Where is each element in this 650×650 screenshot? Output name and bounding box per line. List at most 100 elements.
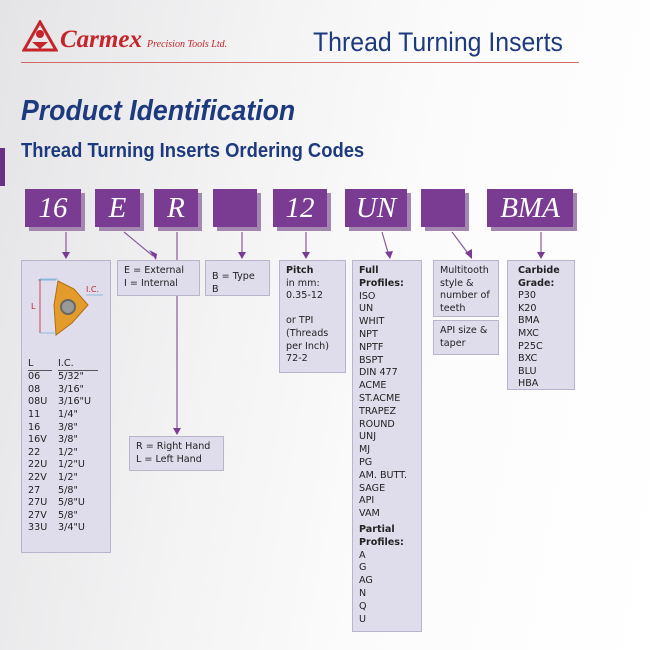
size-L-cell: 27U bbox=[28, 497, 48, 509]
pitch-line: per Inch) bbox=[286, 340, 329, 352]
pitch-line: or TPI bbox=[286, 315, 314, 327]
pitch-line: (Threads bbox=[286, 327, 329, 339]
size-L-cell: 22U bbox=[28, 459, 48, 471]
diagram-L-label: L bbox=[31, 302, 36, 311]
size-IC-cell: 5/8"U bbox=[58, 497, 85, 509]
code-pitch: 12 bbox=[273, 189, 327, 227]
grade-item: BXC bbox=[518, 353, 538, 365]
type-internal: I = Internal bbox=[124, 277, 178, 289]
type-box: E = External I = Internal bbox=[117, 260, 200, 296]
grade-item: P25C bbox=[518, 340, 543, 352]
full-profile-item: ROUND bbox=[359, 418, 395, 430]
partial-profile-item: N bbox=[359, 587, 367, 599]
size-L-cell: 22 bbox=[28, 446, 41, 458]
full-profile-item: NPT bbox=[359, 328, 378, 340]
full-profile-item: VAM bbox=[359, 508, 380, 520]
grade-title: Carbide Grade: bbox=[518, 265, 560, 289]
partial-profile-item: A bbox=[359, 549, 366, 561]
header-divider bbox=[21, 62, 579, 63]
full-profile-item: PG bbox=[359, 456, 373, 468]
size-table: L I.C. 06 5/32" 08 3/16" 08U 3/16"U 11 1/4" 16 3/… bbox=[28, 358, 104, 535]
code-grade: BMA bbox=[487, 189, 573, 227]
size-IC-cell: 1/2" bbox=[58, 471, 78, 483]
grade-item: HBA bbox=[518, 378, 539, 390]
multitooth-box: Multitooth style & number of teeth bbox=[433, 260, 499, 317]
col-IC-header: I.C. bbox=[58, 358, 98, 372]
grade-item: P30 bbox=[518, 290, 536, 302]
code-size: 16 bbox=[25, 189, 81, 227]
full-profile-item: ST.ACME bbox=[359, 392, 401, 404]
profile-box: Full Profiles: ISO UN WHIT NPT NPTF BSPT DIN 4… bbox=[352, 260, 422, 632]
col-L-header: L bbox=[28, 358, 52, 372]
size-IC-cell: 5/8" bbox=[58, 509, 78, 521]
size-IC-cell: 3/16"U bbox=[58, 396, 91, 408]
grade-item: BMA bbox=[518, 315, 540, 327]
full-profile-item: SAGE bbox=[359, 482, 386, 494]
grade-item: MXC bbox=[518, 327, 539, 339]
arrow-type bbox=[123, 231, 154, 257]
size-IC-cell: 3/8" bbox=[58, 421, 78, 433]
full-profile-item: UNJ bbox=[359, 431, 377, 443]
size-L-cell: 16V bbox=[28, 434, 47, 446]
size-IC-cell: 3/4"U bbox=[58, 522, 85, 534]
side-accent-bar bbox=[0, 148, 5, 186]
pitch-title: Pitch bbox=[286, 265, 314, 276]
code-hand: R bbox=[154, 189, 198, 227]
full-profile-item: MJ bbox=[359, 444, 371, 456]
hand-left: L = Left Hand bbox=[136, 453, 202, 465]
size-IC-cell: 5/32" bbox=[58, 371, 84, 383]
size-IC-cell: 5/8" bbox=[58, 484, 78, 496]
code-type: E bbox=[95, 189, 140, 227]
full-profile-item: TRAPEZ bbox=[359, 405, 397, 417]
partial-profiles-title: Partial Profiles: bbox=[359, 523, 404, 548]
pitch-line bbox=[286, 303, 339, 316]
pitch-line: 72-2 bbox=[286, 353, 308, 365]
api-box: API size & taper bbox=[433, 320, 499, 355]
full-profiles-title: Full Profiles: bbox=[359, 265, 404, 289]
partial-profile-item: Q bbox=[359, 600, 367, 612]
full-profile-item: ACME bbox=[359, 380, 387, 392]
full-profile-item: WHIT bbox=[359, 316, 385, 328]
brand-name: Carmex bbox=[60, 26, 142, 53]
size-IC-cell: 1/2"U bbox=[58, 459, 85, 471]
size-L-cell: 06 bbox=[28, 371, 41, 383]
size-IC-cell: 3/8" bbox=[58, 434, 78, 446]
type-external: E = External bbox=[124, 265, 185, 276]
full-profile-item: DIN 477 bbox=[359, 367, 398, 379]
size-L-cell: 22V bbox=[28, 471, 47, 483]
carmex-logo-icon bbox=[22, 20, 58, 52]
full-profile-item: API bbox=[359, 495, 375, 507]
full-profile-item: UN bbox=[359, 303, 374, 315]
grade-item: BLU bbox=[518, 365, 537, 377]
partial-profile-item: U bbox=[359, 613, 367, 625]
size-L-cell: 08 bbox=[28, 383, 41, 395]
partial-profile-item: G bbox=[359, 562, 367, 574]
grade-item: K20 bbox=[518, 302, 537, 314]
code-profile: UN bbox=[345, 189, 407, 227]
full-profile-item: AM. BUTT. bbox=[359, 469, 408, 481]
code-typeb bbox=[213, 189, 257, 227]
size-L-cell: 08U bbox=[28, 396, 48, 408]
brand-subtitle: Precision Tools Ltd. bbox=[147, 39, 228, 50]
code-multitooth bbox=[421, 189, 465, 227]
size-L-cell: 27V bbox=[28, 509, 47, 521]
size-box: L I.C. L I.C. 06 5/32" 08 3/16" 08U 3/16"U 11 1… bbox=[21, 260, 111, 553]
insert-diagram-icon: L I.C. bbox=[31, 265, 103, 345]
size-IC-cell: 3/16" bbox=[58, 383, 84, 395]
full-profile-item: NPTF bbox=[359, 341, 384, 353]
typeb-box: B = Type B bbox=[205, 260, 270, 296]
page-subtitle: Thread Turning Inserts Ordering Codes bbox=[21, 140, 365, 162]
size-L-cell: 16 bbox=[28, 421, 41, 433]
full-profile-item: ISO bbox=[359, 290, 376, 302]
grade-box: Carbide Grade: P30 K20 BMA MXC P25C BXC BLU HBA bbox=[507, 260, 575, 390]
pitch-line: in mm: bbox=[286, 277, 320, 289]
pitch-box: Pitch in mm: 0.35-12 or TPI (Threads per Inc… bbox=[279, 260, 346, 373]
hand-box: R = Right Hand L = Left Hand bbox=[129, 436, 224, 471]
hand-right: R = Right Hand bbox=[136, 441, 211, 452]
size-L-cell: 11 bbox=[28, 408, 41, 420]
pitch-line: 0.35-12 bbox=[286, 290, 324, 302]
page-title: Product Identification bbox=[21, 95, 296, 127]
size-L-cell: 27 bbox=[28, 484, 41, 496]
header-title: Thread Turning Inserts bbox=[313, 27, 563, 57]
partial-profile-item: AG bbox=[359, 575, 373, 587]
